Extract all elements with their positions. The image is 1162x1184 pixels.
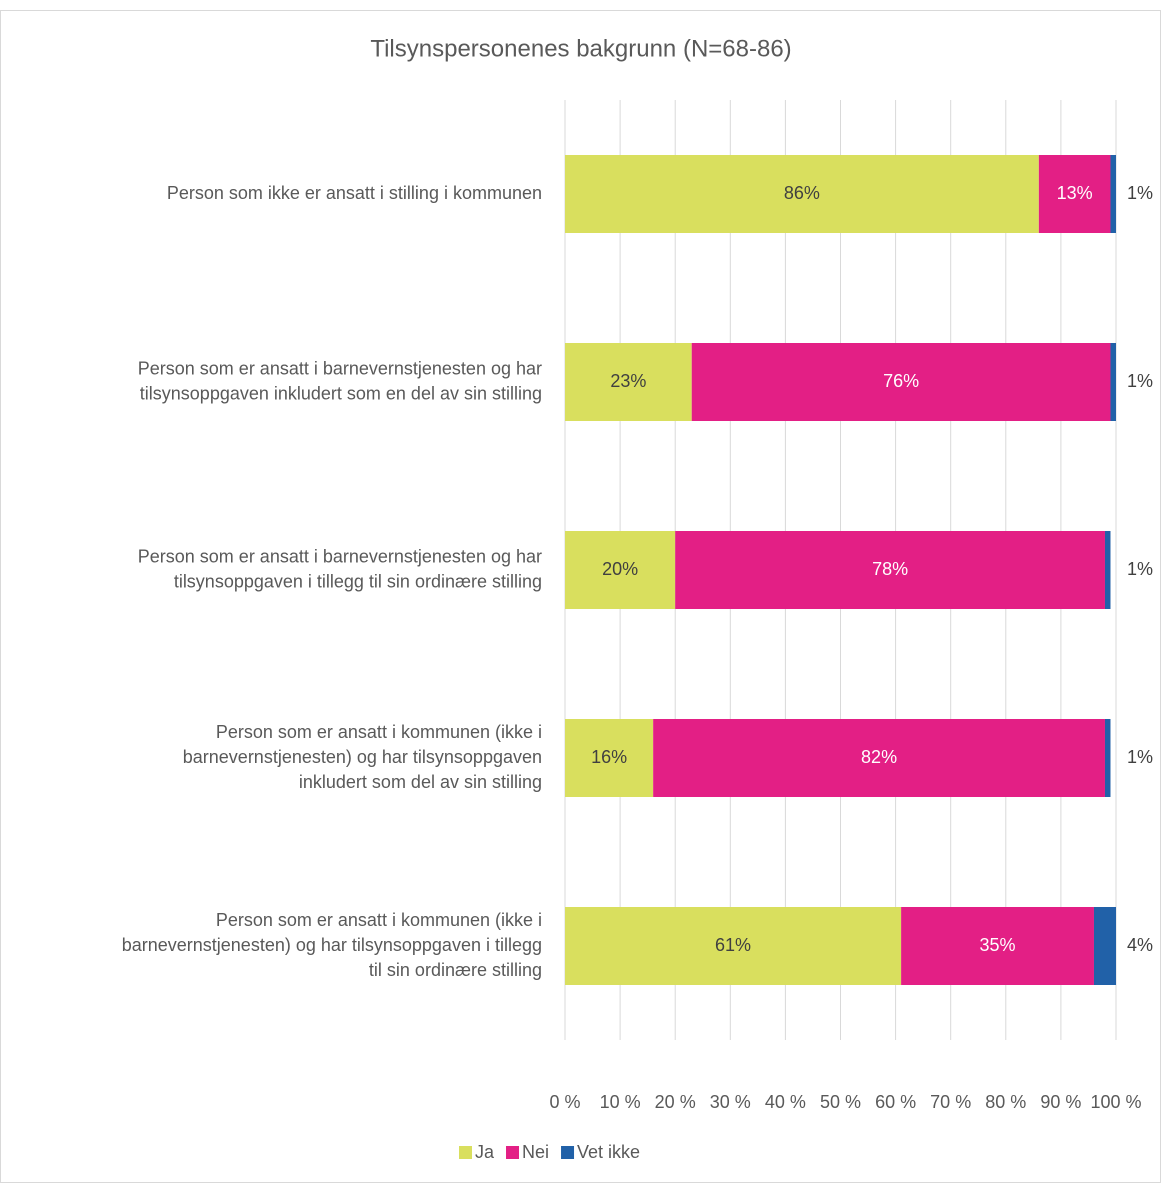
data-label: 23% — [610, 371, 646, 391]
data-label: 1% — [1127, 183, 1153, 203]
bar-segment — [1110, 155, 1116, 233]
data-label: 1% — [1127, 371, 1153, 391]
y-tick-label: til sin ordinære stilling — [369, 960, 542, 980]
y-tick-label: Person som er ansatt i kommunen (ikke i — [216, 722, 542, 742]
data-label: 78% — [872, 559, 908, 579]
bar-segment — [675, 531, 1105, 609]
x-tick-label: 80 % — [985, 1092, 1026, 1112]
data-label: 76% — [883, 371, 919, 391]
x-tick-label: 50 % — [820, 1092, 861, 1112]
bar-segment — [565, 531, 676, 609]
x-tick-label: 100 % — [1090, 1092, 1141, 1112]
data-label: 4% — [1127, 935, 1153, 955]
legend-swatch — [506, 1146, 520, 1159]
y-tick-label: Person som ikke er ansatt i stilling i k… — [167, 183, 542, 203]
bar-segment — [653, 719, 1105, 797]
x-tick-label: 90 % — [1040, 1092, 1081, 1112]
x-tick-label: 30 % — [710, 1092, 751, 1112]
bar-segment — [565, 343, 692, 421]
y-tick-label: Person som er ansatt i barnevernstjenest… — [138, 546, 542, 566]
data-label: 61% — [715, 935, 751, 955]
y-tick-label: tilsynsoppgaven inkludert som en del av … — [140, 383, 542, 403]
x-tick-label: 20 % — [655, 1092, 696, 1112]
legend-swatch — [459, 1146, 472, 1159]
bar-segment — [565, 907, 902, 985]
y-tick-label: barnevernstjenesten) og har tilsynsoppga… — [183, 747, 542, 767]
data-label: 16% — [591, 747, 627, 767]
x-tick-label: 70 % — [930, 1092, 971, 1112]
bar-segment — [565, 719, 654, 797]
legend-label: Ja — [475, 1142, 495, 1162]
x-tick-label: 10 % — [600, 1092, 641, 1112]
data-label: 20% — [602, 559, 638, 579]
y-tick-label: barnevernstjenesten) og har tilsynsoppga… — [122, 935, 542, 955]
legend-swatch — [561, 1146, 575, 1159]
data-label: 82% — [861, 747, 897, 767]
data-label: 35% — [980, 935, 1016, 955]
data-label: 13% — [1057, 183, 1093, 203]
data-label: 1% — [1127, 747, 1153, 767]
bar-segment — [565, 155, 1039, 233]
data-label: 1% — [1127, 559, 1153, 579]
bar-segment — [901, 907, 1094, 985]
y-tick-label: inkludert som del av sin stilling — [299, 772, 542, 792]
y-tick-label: Person som er ansatt i kommunen (ikke i — [216, 910, 542, 930]
x-tick-label: 40 % — [765, 1092, 806, 1112]
y-tick-label: tilsynsoppgaven i tillegg til sin ordinæ… — [174, 571, 542, 591]
bar-segment — [1038, 155, 1111, 233]
bar-segment — [1104, 719, 1111, 797]
legend-label: Nei — [522, 1142, 549, 1162]
bar-segment — [1110, 343, 1116, 421]
y-tick-label: Person som er ansatt i barnevernstjenest… — [138, 358, 542, 378]
x-tick-label: 60 % — [875, 1092, 916, 1112]
bar-segment — [1093, 907, 1116, 985]
bar-segment — [1104, 531, 1111, 609]
bar-segment — [691, 343, 1111, 421]
chart-title: Tilsynspersonenes bakgrunn (N=68-86) — [370, 35, 791, 62]
legend-label: Vet ikke — [577, 1142, 640, 1162]
x-tick-label: 0 % — [549, 1092, 580, 1112]
data-label: 86% — [784, 183, 820, 203]
